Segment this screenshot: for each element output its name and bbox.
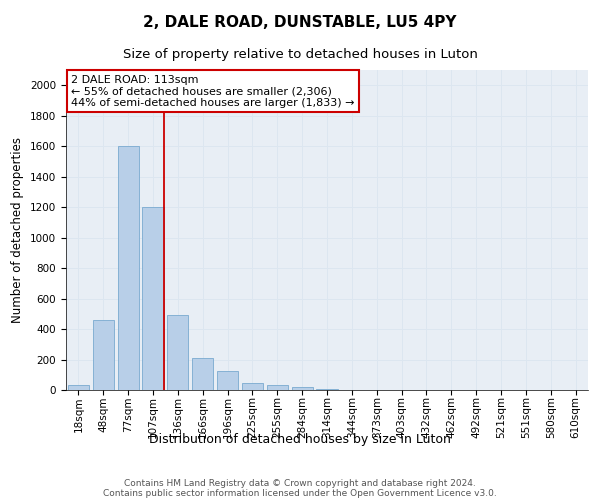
Text: 2, DALE ROAD, DUNSTABLE, LU5 4PY: 2, DALE ROAD, DUNSTABLE, LU5 4PY xyxy=(143,15,457,30)
Bar xyxy=(68,386,89,390)
Y-axis label: Number of detached properties: Number of detached properties xyxy=(11,137,25,323)
Text: Contains public sector information licensed under the Open Government Licence v3: Contains public sector information licen… xyxy=(103,488,497,498)
Text: Contains HM Land Registry data © Crown copyright and database right 2024.: Contains HM Land Registry data © Crown c… xyxy=(124,478,476,488)
Bar xyxy=(93,320,114,390)
Bar xyxy=(192,358,213,390)
Bar xyxy=(217,371,238,390)
Bar xyxy=(267,386,288,390)
Bar xyxy=(316,389,338,390)
Bar xyxy=(118,146,139,390)
Bar xyxy=(292,387,313,390)
Text: 2 DALE ROAD: 113sqm
← 55% of detached houses are smaller (2,306)
44% of semi-det: 2 DALE ROAD: 113sqm ← 55% of detached ho… xyxy=(71,75,355,108)
Bar xyxy=(167,316,188,390)
Bar xyxy=(242,383,263,390)
Text: Distribution of detached houses by size in Luton: Distribution of detached houses by size … xyxy=(149,432,451,446)
Bar xyxy=(142,207,164,390)
Text: Size of property relative to detached houses in Luton: Size of property relative to detached ho… xyxy=(122,48,478,61)
